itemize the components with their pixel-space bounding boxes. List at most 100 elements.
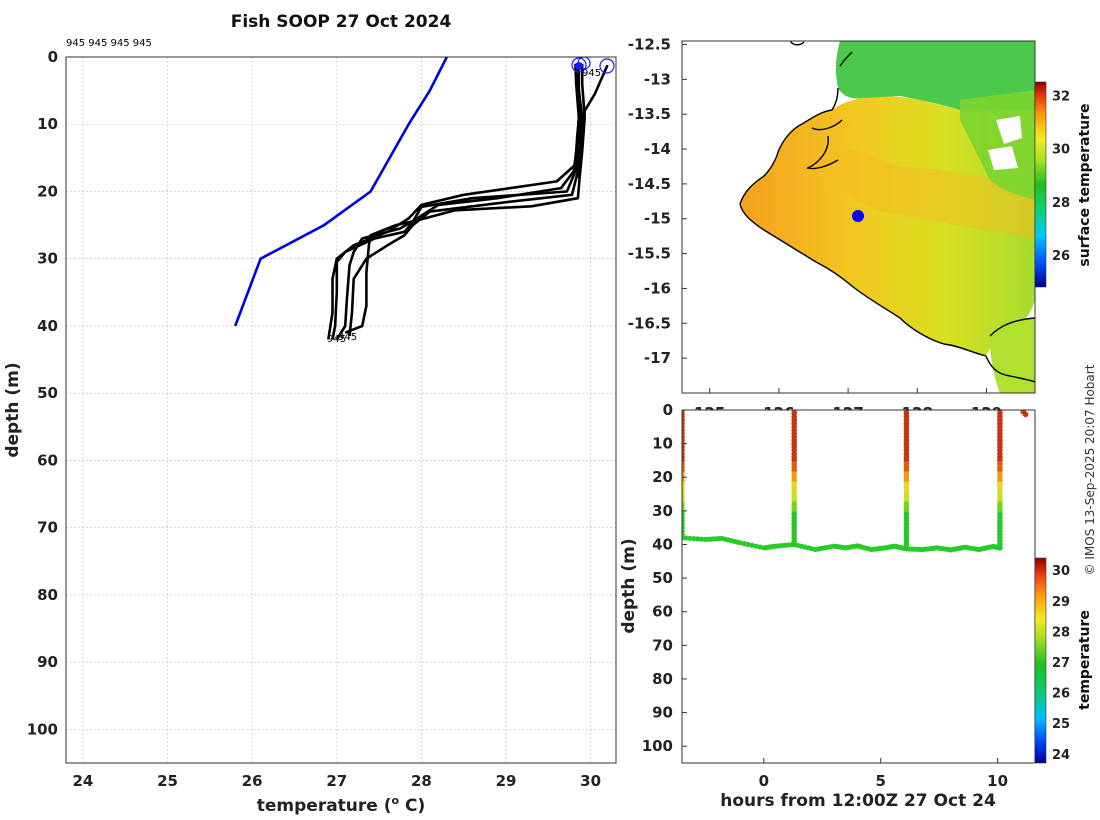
land-mask	[682, 41, 986, 393]
profile-y-label: depth (m)	[3, 362, 23, 457]
timeseries-y-tick-label: 90	[652, 704, 673, 722]
map-y-tick-label: -15	[644, 210, 671, 228]
point-label: 945	[582, 68, 601, 79]
temperature-profile-line	[576, 64, 609, 179]
x-tick-label: 30	[580, 772, 601, 790]
sst-field	[682, 41, 1035, 393]
timeseries-y-tick-label: 60	[652, 603, 673, 621]
vessel-position-marker	[852, 210, 864, 222]
x-tick-label: 29	[496, 772, 517, 790]
temperature-sample-point	[683, 535, 689, 541]
surface-marker-fill	[575, 62, 583, 70]
map-y-tick-label: -15.5	[628, 245, 671, 263]
temperature-colorbar-tick-label: 27	[1052, 656, 1070, 671]
temperature-sample-point	[997, 545, 1003, 551]
temperature-colorbar-label: temperature	[1077, 610, 1093, 710]
profile-axes-box	[65, 56, 617, 764]
map-y-tick-label: -17	[644, 349, 671, 367]
profile-panel: Fish SOOP 27 Oct 2024 945 945 945 945 24…	[3, 12, 617, 816]
timeseries-x-tick-label: 10	[987, 772, 1008, 790]
temperature-sample-point	[741, 541, 747, 547]
sst-warm-band	[820, 148, 1035, 240]
map-y-tick-label: -12.5	[628, 35, 671, 53]
sst-cloud-gaps	[988, 116, 1022, 170]
timeseries-y-ticks: 0 10 20 30 40 50 60 70 80 90 100	[642, 401, 687, 755]
timeseries-x-label: hours from 12:00Z 27 Oct 24	[720, 791, 996, 811]
profile-x-label: temperature (o C)	[257, 794, 426, 816]
temperature-sample-point	[749, 542, 755, 548]
temperature-profile-line	[348, 63, 584, 337]
sst-colorbar	[1034, 81, 1047, 288]
surface-marker	[571, 57, 587, 73]
temperature-colorbar	[1034, 557, 1047, 764]
sst-colorbar-label: surface temperature	[1077, 103, 1093, 266]
x-tick-label: 24	[72, 772, 93, 790]
map-panel: 125126127128129 -12.5-13-13.5-14-14.5-15…	[628, 35, 1093, 422]
temperature-colorbar-tick-label: 29	[1052, 595, 1070, 610]
y-tick-label: 0	[48, 48, 58, 66]
timeseries-plot-area	[682, 410, 1035, 763]
sst-ocean	[740, 96, 1035, 356]
profile-lines	[233, 57, 609, 341]
sst-colorbar-tick-label: 32	[1052, 89, 1070, 104]
x-tick-label: 26	[242, 772, 263, 790]
temperature-colorbar-ticks: 24 25 26 27 28 29 30	[1052, 564, 1070, 763]
temperature-sample-point	[687, 535, 693, 541]
timeseries-x-tick-label: 0	[759, 772, 769, 790]
timeseries-panel: 0 5 10 0 10 20 30 40 50 60 70 80 90 100 hours from 1…	[619, 401, 1093, 811]
temperature-sample-point	[691, 536, 697, 542]
timeseries-x-ticks: 0 5 10	[759, 758, 1008, 790]
reference-profile-line	[233, 57, 448, 327]
map-y-tick-label: -16.5	[628, 314, 671, 332]
sst-colorbar-ticks: 26 28 30 32	[1052, 89, 1070, 264]
map-y-tick-label: -13.5	[628, 105, 671, 123]
point-label: 945	[327, 334, 346, 345]
timeseries-y-tick-label: 80	[652, 670, 673, 688]
timeseries-points	[682, 410, 1029, 553]
map-y-tick-label: -16	[644, 279, 671, 297]
point-label: 945	[338, 332, 357, 343]
timeseries-y-tick-label: 30	[652, 502, 673, 520]
surface-markers	[571, 57, 615, 74]
timeseries-y-label: depth (m)	[619, 538, 639, 633]
timeseries-y-tick-label: 70	[652, 636, 673, 654]
y-tick-label: 80	[37, 586, 58, 604]
profile-plot-area	[66, 57, 616, 763]
temperature-sample-point	[698, 536, 705, 542]
surface-marker	[599, 58, 615, 74]
timeseries-y-tick-label: 40	[652, 535, 673, 553]
map-y-tick-label: -14	[644, 140, 671, 158]
y-tick-label: 50	[37, 384, 58, 402]
temperature-sample-point	[903, 545, 910, 551]
sst-colorbar-tick-label: 26	[1052, 249, 1070, 264]
y-tick-label: 100	[27, 720, 58, 738]
y-tick-label: 60	[37, 451, 58, 469]
profile-x-ticks: 24 25 26 27 28 29 30	[72, 772, 601, 790]
x-tick-label: 25	[157, 772, 178, 790]
y-tick-label: 90	[37, 653, 58, 671]
y-tick-label: 10	[37, 115, 58, 133]
coastline	[739, 41, 1035, 383]
temperature-colorbar-tick-label: 24	[1052, 748, 1070, 763]
x-tick-label: 27	[326, 772, 347, 790]
sst-colorbar-tick-label: 30	[1052, 143, 1070, 158]
temperature-sample-point	[695, 536, 701, 542]
map-y-ticks: -12.5 -13 -13.5 -14 -14.5 -15 -15.5 -16 -16.5 -17	[628, 35, 687, 367]
timeseries-y-tick-label: 20	[652, 468, 673, 486]
temperature-colorbar-tick-label: 26	[1052, 687, 1070, 702]
y-tick-label: 40	[37, 317, 58, 335]
temperature-sample-point	[791, 541, 797, 548]
x-tick-label: 28	[411, 772, 432, 790]
map-y-tick-label: -14.5	[628, 175, 671, 193]
y-tick-label: 70	[37, 519, 58, 537]
temperature-colorbar-tick-label: 25	[1052, 717, 1070, 732]
temperature-sample-point	[682, 535, 685, 541]
credit-text: © IMOS 13-Sep-2025 20:07 Hobart	[1083, 364, 1097, 575]
temperature-sample-point	[737, 540, 744, 546]
sst-cool-north	[835, 41, 1035, 110]
profile-top-annotation: 945 945 945 945	[66, 38, 152, 49]
temperature-colorbar-tick-label: 30	[1052, 564, 1070, 579]
temperature-profile-line	[327, 63, 581, 340]
timeseries-x-tick-label: 5	[875, 772, 885, 790]
